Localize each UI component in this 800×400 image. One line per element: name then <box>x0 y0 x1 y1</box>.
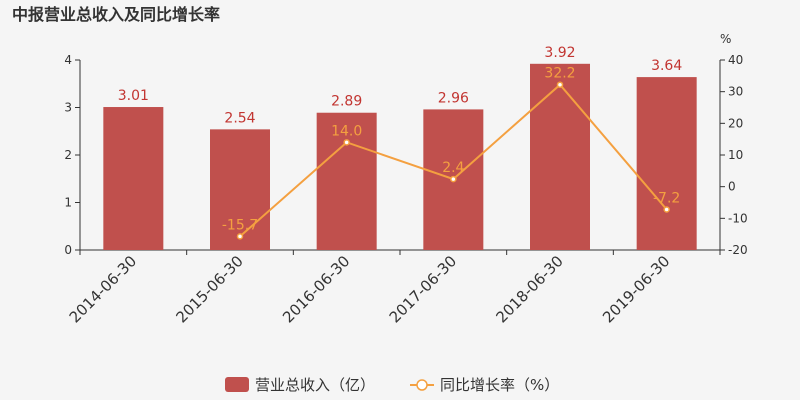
x-axis-tick-label: 2018-06-30 <box>492 252 566 326</box>
right-axis-tick-label: 10 <box>728 148 743 162</box>
x-axis-tick-label: 2015-06-30 <box>172 252 246 326</box>
left-axis-tick-label: 1 <box>64 196 72 210</box>
growth-rate-point <box>663 206 670 213</box>
revenue-bar <box>103 107 164 251</box>
left-axis-tick-label: 4 <box>64 53 72 67</box>
right-axis-unit: % <box>720 32 731 46</box>
revenue-bar-label: 3.92 <box>544 45 575 61</box>
growth-rate-point <box>450 175 457 183</box>
legend-bar-swatch[interactable] <box>225 377 249 392</box>
bar-series: 3.01 2.54 2.89 2.96 3.92 3.64 <box>103 45 697 251</box>
growth-rate-label: -7.2 <box>653 190 680 206</box>
legend-line-marker[interactable] <box>416 379 428 391</box>
growth-rate-label: 2.4 <box>442 160 464 176</box>
revenue-bar-label: 3.64 <box>651 58 682 74</box>
growth-rate-label: 14.0 <box>331 123 362 139</box>
revenue-bar-label: 2.54 <box>224 110 255 126</box>
left-axis-tick-label: 3 <box>64 101 72 115</box>
left-axis-tick-label: 2 <box>64 148 72 162</box>
x-axis-tick-label: 2016-06-30 <box>279 252 353 326</box>
revenue-bar <box>210 129 270 250</box>
right-axis-tick-label: -10 <box>728 211 748 225</box>
growth-rate-point <box>343 139 350 146</box>
legend-line-label[interactable]: 同比增长率（%） <box>440 376 559 394</box>
growth-rate-label: -15.7 <box>222 217 258 233</box>
right-axis-tick-label: 30 <box>728 85 743 99</box>
revenue-bar-label: 2.96 <box>438 90 469 106</box>
x-axis-tick-label: 2019-06-30 <box>599 252 673 326</box>
x-axis-tick-label: 2014-06-30 <box>66 252 140 326</box>
legend-bar-label[interactable]: 营业总收入（亿） <box>255 376 375 394</box>
line-series: -15.7 14.0 2.4 32.2 -7.2 <box>222 66 680 240</box>
left-axis-tick-label: 0 <box>64 243 72 257</box>
right-axis-tick-label: 20 <box>728 116 743 130</box>
revenue-bar <box>316 112 377 250</box>
right-axis-tick-label: 40 <box>728 53 743 67</box>
x-axis-tick-label: 2017-06-30 <box>386 252 460 326</box>
growth-rate-point <box>236 233 244 240</box>
right-axis-tick-label: -20 <box>728 243 748 257</box>
revenue-bar <box>636 77 697 250</box>
growth-rate-label: 32.2 <box>544 66 575 82</box>
revenue-bar <box>530 63 590 250</box>
revenue-bar-label: 3.01 <box>118 88 149 104</box>
chart-title: 中报营业总收入及同比增长率 <box>12 5 220 24</box>
right-axis-tick-label: 0 <box>728 180 736 194</box>
growth-rate-point <box>556 81 564 88</box>
revenue-bar-label: 2.89 <box>331 94 362 110</box>
legend[interactable]: 营业总收入（亿） 同比增长率（%） <box>225 376 559 394</box>
